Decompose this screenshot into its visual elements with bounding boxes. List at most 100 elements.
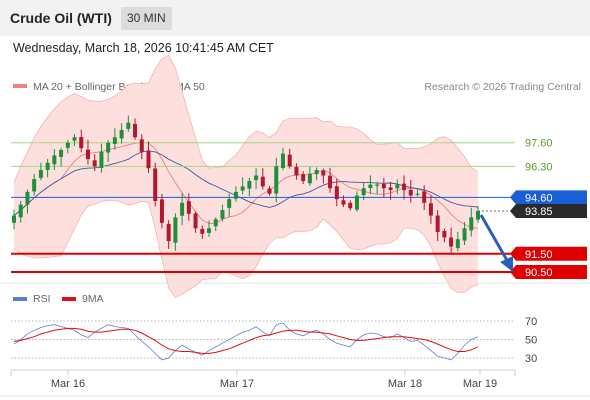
candle-body — [328, 175, 333, 189]
ma50-line — [13, 150, 479, 216]
resistance-level-label: 97.60 — [525, 138, 553, 150]
candle-body — [395, 184, 400, 189]
support-level-label: 90.50 — [525, 267, 553, 279]
ma20-legend-swatch — [13, 84, 27, 88]
candle-body — [106, 142, 111, 153]
candle-body — [415, 193, 420, 195]
candle-body — [25, 191, 30, 205]
candle-body — [462, 228, 467, 241]
support-level-tag — [510, 265, 587, 279]
bollinger-lower-line — [13, 199, 479, 298]
candle-body — [422, 191, 427, 203]
candle-body — [354, 195, 359, 210]
candle-body — [119, 129, 124, 139]
candle-body — [267, 188, 272, 194]
candle-body — [59, 150, 64, 157]
candle-body — [469, 217, 474, 231]
ma20-legend-label: MA 20 + Bollinger Bands — [33, 81, 148, 93]
candle-body — [301, 174, 306, 181]
copyright-text: Research © 2026 Trading Central — [424, 81, 581, 93]
candle-body — [334, 186, 339, 200]
candle-body — [449, 237, 454, 247]
candle-body — [442, 230, 447, 238]
candle-body — [52, 155, 57, 165]
x-axis-tick-label: Mar 18 — [388, 378, 422, 390]
timeframe-badge[interactable]: 30 MIN — [121, 7, 172, 30]
candle-body — [455, 239, 460, 249]
candle-body — [368, 184, 373, 189]
candle-body — [274, 166, 279, 194]
candle-body — [207, 228, 212, 233]
x-axis-tick-label: Mar 16 — [51, 378, 85, 390]
candle-body — [193, 213, 198, 229]
rsi-9ma-line — [13, 327, 479, 354]
candle-body — [166, 223, 171, 242]
candle-body — [126, 122, 131, 129]
candle-body — [186, 201, 191, 214]
candle-body — [45, 162, 50, 171]
candle-body — [240, 186, 245, 191]
candle-body — [153, 168, 158, 201]
candle-body — [213, 219, 218, 227]
candle-body — [428, 203, 433, 216]
forecast-arrow-shaft — [479, 214, 510, 263]
x-axis-tick-label: Mar 17 — [220, 378, 254, 390]
rsi-legend-label: RSI — [33, 293, 51, 305]
candle-body — [99, 151, 104, 168]
ma20-line — [13, 142, 479, 229]
rsi-tick-label: 70 — [525, 316, 537, 328]
9ma-legend-swatch — [62, 297, 76, 301]
bollinger-upper-line — [13, 54, 479, 183]
candle-body — [159, 199, 164, 223]
support-level-label: 91.50 — [525, 249, 553, 261]
candle-body — [280, 153, 285, 169]
candle-body — [85, 149, 90, 160]
candle-body — [200, 228, 205, 234]
forecast-arrow-head — [500, 256, 513, 272]
candle-body — [375, 184, 380, 186]
candle-body — [348, 202, 353, 209]
candle-body — [260, 176, 265, 187]
chart-header: Crude Oil (WTI) 30 MIN — [0, 0, 590, 36]
candle-body — [247, 180, 252, 189]
candle-body — [18, 204, 23, 218]
chart-datetime: Wednesday, March 18, 2026 10:41:45 AM CE… — [13, 41, 274, 55]
candle-body — [233, 191, 238, 199]
rsi-plot: 70 50 30 — [11, 316, 537, 365]
candle-body — [341, 200, 346, 205]
candle-body — [227, 199, 232, 208]
support-level-tag — [510, 246, 587, 261]
instrument-title: Crude Oil (WTI) — [10, 10, 112, 26]
candle-body — [388, 187, 393, 191]
candle-body — [180, 202, 185, 216]
candle-body — [314, 170, 319, 175]
candle-body — [112, 137, 117, 144]
9ma-legend-label: 9MA — [82, 293, 104, 305]
candle-body — [254, 175, 259, 181]
candle-body — [133, 123, 138, 138]
candle-body — [72, 137, 77, 141]
rsi-legend-swatch — [13, 297, 27, 301]
rsi-line — [13, 322, 479, 361]
candle-body — [408, 189, 413, 196]
last-price-label: 93.85 — [525, 206, 553, 218]
candle-body — [32, 179, 37, 192]
candle-body — [38, 170, 43, 178]
price-plot: 97.60 96.30 91.50 90.50 94.60 93.85 — [11, 54, 587, 298]
candle-body — [476, 211, 480, 220]
candle-body — [361, 188, 366, 196]
candle-body — [79, 137, 84, 149]
ma50-legend-label: MA 50 — [175, 81, 205, 93]
candle-body — [287, 154, 292, 167]
candle-body — [173, 217, 178, 243]
rsi-tick-label: 50 — [525, 335, 537, 347]
last-price-tag — [510, 204, 587, 218]
candle-body — [12, 215, 16, 223]
x-axis: Mar 16 Mar 17 Mar 18 Mar 19 — [51, 370, 497, 390]
candle-body — [321, 170, 326, 176]
pivot-tag — [510, 190, 587, 205]
candle-body — [146, 151, 151, 169]
candle-body — [92, 160, 97, 167]
bollinger-band-area — [14, 55, 478, 298]
